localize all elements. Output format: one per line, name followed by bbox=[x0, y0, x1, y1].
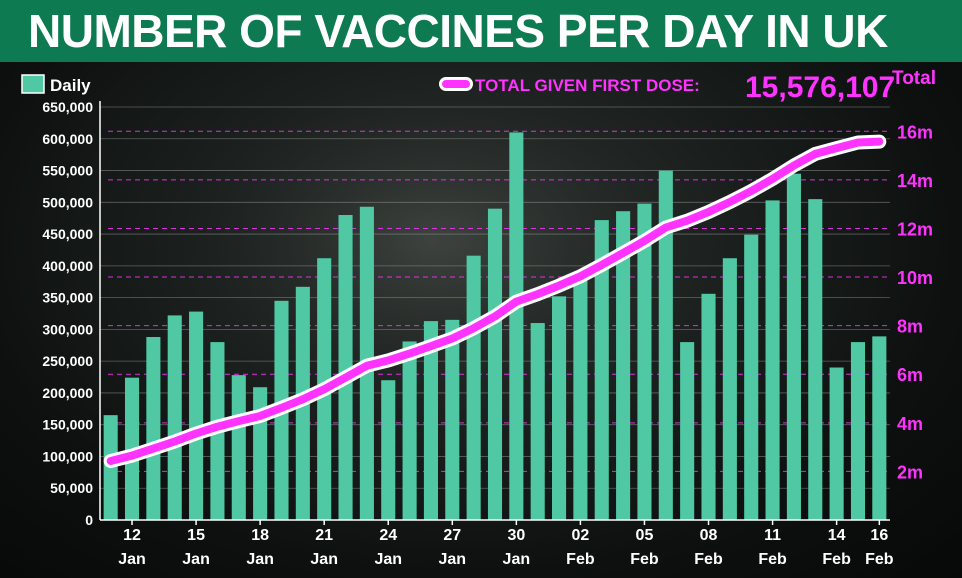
x-tick-day: 12 bbox=[123, 527, 141, 544]
x-tick-month: Jan bbox=[503, 551, 531, 568]
daily-bar bbox=[573, 280, 588, 520]
x-tick-month: Feb bbox=[566, 551, 595, 568]
x-tick-day: 27 bbox=[443, 527, 461, 544]
x-tick-month: Jan bbox=[310, 551, 338, 568]
daily-bar bbox=[231, 375, 246, 520]
daily-bar bbox=[509, 132, 524, 520]
left-tick-label: 600,000 bbox=[42, 131, 93, 147]
left-tick-label: 50,000 bbox=[50, 480, 93, 496]
x-tick-day: 11 bbox=[764, 527, 781, 544]
x-tick-month: Jan bbox=[182, 551, 210, 568]
daily-bar bbox=[146, 337, 161, 520]
x-tick-day: 08 bbox=[700, 527, 718, 544]
x-tick-month: Jan bbox=[374, 551, 402, 568]
x-tick-month: Feb bbox=[758, 551, 787, 568]
x-tick-day: 05 bbox=[636, 527, 654, 544]
daily-bar bbox=[402, 341, 417, 520]
legend-daily: Daily bbox=[21, 74, 91, 95]
daily-bar bbox=[487, 208, 503, 520]
daily-bar bbox=[722, 258, 737, 520]
left-tick-label: 150,000 bbox=[42, 417, 93, 433]
legend-daily-swatch bbox=[21, 74, 45, 94]
right-tick-label: 6m bbox=[897, 365, 923, 385]
x-tick-month: Feb bbox=[630, 551, 659, 568]
right-tick-label: 2m bbox=[897, 462, 923, 482]
daily-bars bbox=[103, 132, 887, 521]
x-tick-month: Jan bbox=[439, 551, 467, 568]
title-bar bbox=[0, 0, 962, 62]
daily-bar bbox=[872, 336, 887, 520]
total-line-layer bbox=[103, 134, 887, 468]
daily-bar bbox=[744, 234, 759, 520]
daily-bar bbox=[338, 215, 353, 520]
legend-total: TOTAL GIVEN FIRST DOSE: 15,576,107 bbox=[439, 71, 895, 104]
left-tick-label: 300,000 bbox=[42, 321, 93, 337]
left-tick-label: 200,000 bbox=[42, 385, 93, 401]
daily-bar bbox=[189, 311, 204, 520]
daily-bar bbox=[829, 367, 844, 520]
daily-bar bbox=[765, 200, 780, 520]
x-tick-month: Feb bbox=[694, 551, 723, 568]
left-tick-label: 400,000 bbox=[42, 258, 93, 274]
chart-title: NUMBER OF VACCINES PER DAY IN UK bbox=[28, 5, 888, 57]
total-line bbox=[106, 137, 884, 465]
right-tick-label: 4m bbox=[897, 414, 923, 434]
daily-bar bbox=[552, 296, 567, 520]
left-tick-label: 350,000 bbox=[42, 290, 93, 306]
daily-bar bbox=[381, 380, 396, 520]
daily-bar bbox=[637, 203, 652, 520]
x-tick-day: 30 bbox=[507, 527, 525, 544]
x-tick-day: 16 bbox=[870, 527, 888, 544]
daily-bar bbox=[680, 342, 695, 520]
x-tick-day: 21 bbox=[315, 527, 333, 544]
right-tick-label: 12m bbox=[897, 219, 933, 239]
x-tick-day: 24 bbox=[379, 527, 397, 544]
daily-bar bbox=[466, 255, 481, 520]
x-tick-day: 15 bbox=[187, 527, 205, 544]
left-tick-label: 450,000 bbox=[42, 226, 93, 242]
legend-total-value: 15,576,107 bbox=[745, 71, 895, 104]
right-axis-title: Total bbox=[892, 68, 936, 89]
right-tick-label: 16m bbox=[897, 122, 933, 142]
daily-bar bbox=[808, 199, 823, 520]
daily-bar bbox=[167, 315, 182, 520]
daily-bar bbox=[616, 211, 631, 521]
left-tick-label: 650,000 bbox=[42, 99, 93, 115]
right-tick-label: 10m bbox=[897, 268, 933, 288]
right-tick-label: 8m bbox=[897, 317, 923, 337]
legend-total-label: TOTAL GIVEN FIRST DOSE: bbox=[475, 76, 700, 95]
daily-bar bbox=[658, 170, 673, 521]
left-tick-label: 100,000 bbox=[42, 448, 93, 464]
daily-bar bbox=[594, 220, 609, 521]
right-axis: 2m 4m 6m 8m 10m 12m 14m 16m bbox=[897, 122, 933, 482]
daily-bar bbox=[850, 342, 866, 520]
x-tick-month: Feb bbox=[822, 551, 851, 568]
x-tick-month: Feb bbox=[865, 551, 894, 568]
daily-bar bbox=[786, 173, 801, 520]
left-axis: 0 50,000 100,000 150,000 200,000 250,000 300,0… bbox=[42, 99, 101, 528]
left-tick-label: 500,000 bbox=[42, 194, 93, 210]
daily-bar bbox=[701, 293, 716, 520]
right-tick-label: 14m bbox=[897, 171, 933, 191]
x-tick-day: 18 bbox=[251, 527, 269, 544]
x-tick-day: 02 bbox=[572, 527, 590, 544]
x-tick-month: Jan bbox=[118, 551, 146, 568]
legend-daily-label: Daily bbox=[50, 76, 91, 95]
daily-bar bbox=[423, 321, 438, 520]
x-tick-day: 14 bbox=[828, 527, 846, 544]
daily-bar bbox=[530, 323, 545, 520]
x-tick-month: Jan bbox=[246, 551, 274, 568]
daily-bar bbox=[445, 319, 460, 520]
left-tick-label: 250,000 bbox=[42, 353, 93, 369]
left-tick-label: 550,000 bbox=[42, 163, 93, 179]
left-tick-label: 0 bbox=[85, 512, 93, 528]
x-axis: 12 Jan 15 Jan 18 Jan 21 Jan 24 Jan 27 Jan 30 Jan 02 Feb… bbox=[100, 519, 894, 568]
